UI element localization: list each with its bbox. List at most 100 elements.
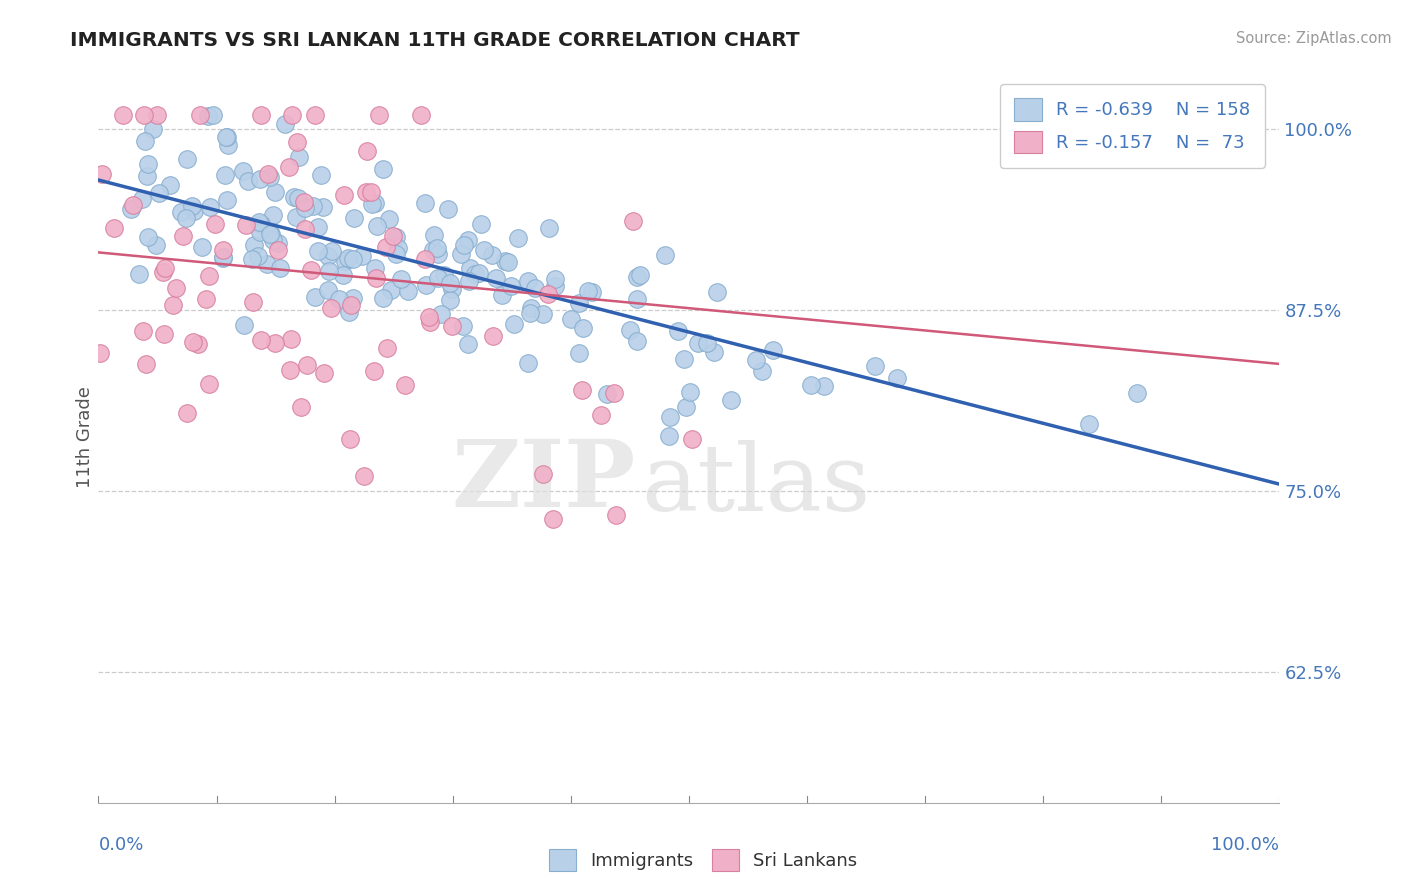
Point <box>659 409 682 424</box>
Point <box>202 108 225 122</box>
Point <box>134 134 156 148</box>
Point <box>581 285 603 299</box>
Point <box>328 292 350 306</box>
Point <box>135 357 157 371</box>
Point <box>385 246 408 260</box>
Point <box>132 108 155 122</box>
Point <box>249 172 271 186</box>
Point <box>481 248 503 262</box>
Point <box>813 378 835 392</box>
Point <box>464 267 486 281</box>
Point <box>332 268 354 282</box>
Point <box>181 335 204 350</box>
Point <box>131 324 153 338</box>
Point <box>249 108 271 122</box>
Point <box>145 238 167 252</box>
Point <box>188 108 211 122</box>
Point <box>433 268 456 283</box>
Point <box>356 145 378 159</box>
Point <box>215 129 238 144</box>
Point <box>468 266 491 280</box>
Point <box>560 312 582 326</box>
Point <box>450 246 472 260</box>
Point <box>458 274 481 288</box>
Point <box>364 271 387 285</box>
Legend: R = -0.639    N = 158, R = -0.157    N =  73: R = -0.639 N = 158, R = -0.157 N = 73 <box>1000 84 1264 168</box>
Point <box>543 272 565 286</box>
Point <box>198 268 221 283</box>
Point <box>136 169 159 183</box>
Point <box>294 222 316 236</box>
Point <box>247 215 270 229</box>
Point <box>681 432 703 446</box>
Point <box>283 190 305 204</box>
Point <box>865 359 887 374</box>
Point <box>285 211 308 225</box>
Point <box>263 185 285 199</box>
Point <box>262 233 284 247</box>
Point <box>267 243 290 257</box>
Point <box>249 217 271 231</box>
Point <box>214 168 236 182</box>
Point <box>430 307 453 321</box>
Point <box>519 306 541 320</box>
Point <box>256 168 278 182</box>
Point <box>304 290 326 304</box>
Point <box>381 228 404 243</box>
Point <box>304 108 326 122</box>
Point <box>571 383 593 397</box>
Point <box>260 227 283 241</box>
Point <box>437 202 460 216</box>
Point <box>312 366 335 380</box>
Point <box>280 362 302 376</box>
Point <box>197 109 219 123</box>
Point <box>457 233 479 247</box>
Point <box>103 221 125 235</box>
Point <box>339 432 361 446</box>
Point <box>368 108 391 122</box>
Point <box>217 130 239 145</box>
Point <box>333 188 356 202</box>
Point <box>259 227 281 241</box>
Point <box>501 278 523 293</box>
Point <box>427 247 450 261</box>
Text: 0.0%: 0.0% <box>98 836 143 854</box>
Point <box>589 408 612 422</box>
Point <box>128 268 150 282</box>
Point <box>626 292 648 306</box>
Point <box>451 319 474 334</box>
Point <box>299 262 322 277</box>
Point <box>195 293 218 307</box>
Text: 100.0%: 100.0% <box>1212 836 1279 854</box>
Point <box>605 508 627 523</box>
Point <box>426 271 449 285</box>
Point <box>285 135 308 149</box>
Point <box>543 512 565 526</box>
Text: IMMIGRANTS VS SRI LANKAN 11TH GRADE CORRELATION CHART: IMMIGRANTS VS SRI LANKAN 11TH GRADE CORR… <box>70 31 800 50</box>
Point <box>269 260 291 275</box>
Point <box>720 392 742 407</box>
Point <box>531 467 554 481</box>
Point <box>360 197 382 211</box>
Point <box>136 157 159 171</box>
Point <box>301 199 323 213</box>
Point <box>508 230 530 244</box>
Point <box>491 288 513 302</box>
Point <box>243 237 266 252</box>
Point <box>176 211 198 225</box>
Point <box>249 333 271 347</box>
Point <box>170 204 193 219</box>
Text: Source: ZipAtlas.com: Source: ZipAtlas.com <box>1236 31 1392 46</box>
Point <box>340 298 363 312</box>
Point <box>686 336 709 351</box>
Point <box>380 283 402 297</box>
Point <box>191 240 214 254</box>
Point <box>498 254 520 268</box>
Point <box>426 241 449 255</box>
Point <box>262 208 284 222</box>
Point <box>159 178 181 192</box>
Point <box>162 298 184 312</box>
Point <box>411 108 433 122</box>
Point <box>482 329 505 343</box>
Point <box>146 108 169 122</box>
